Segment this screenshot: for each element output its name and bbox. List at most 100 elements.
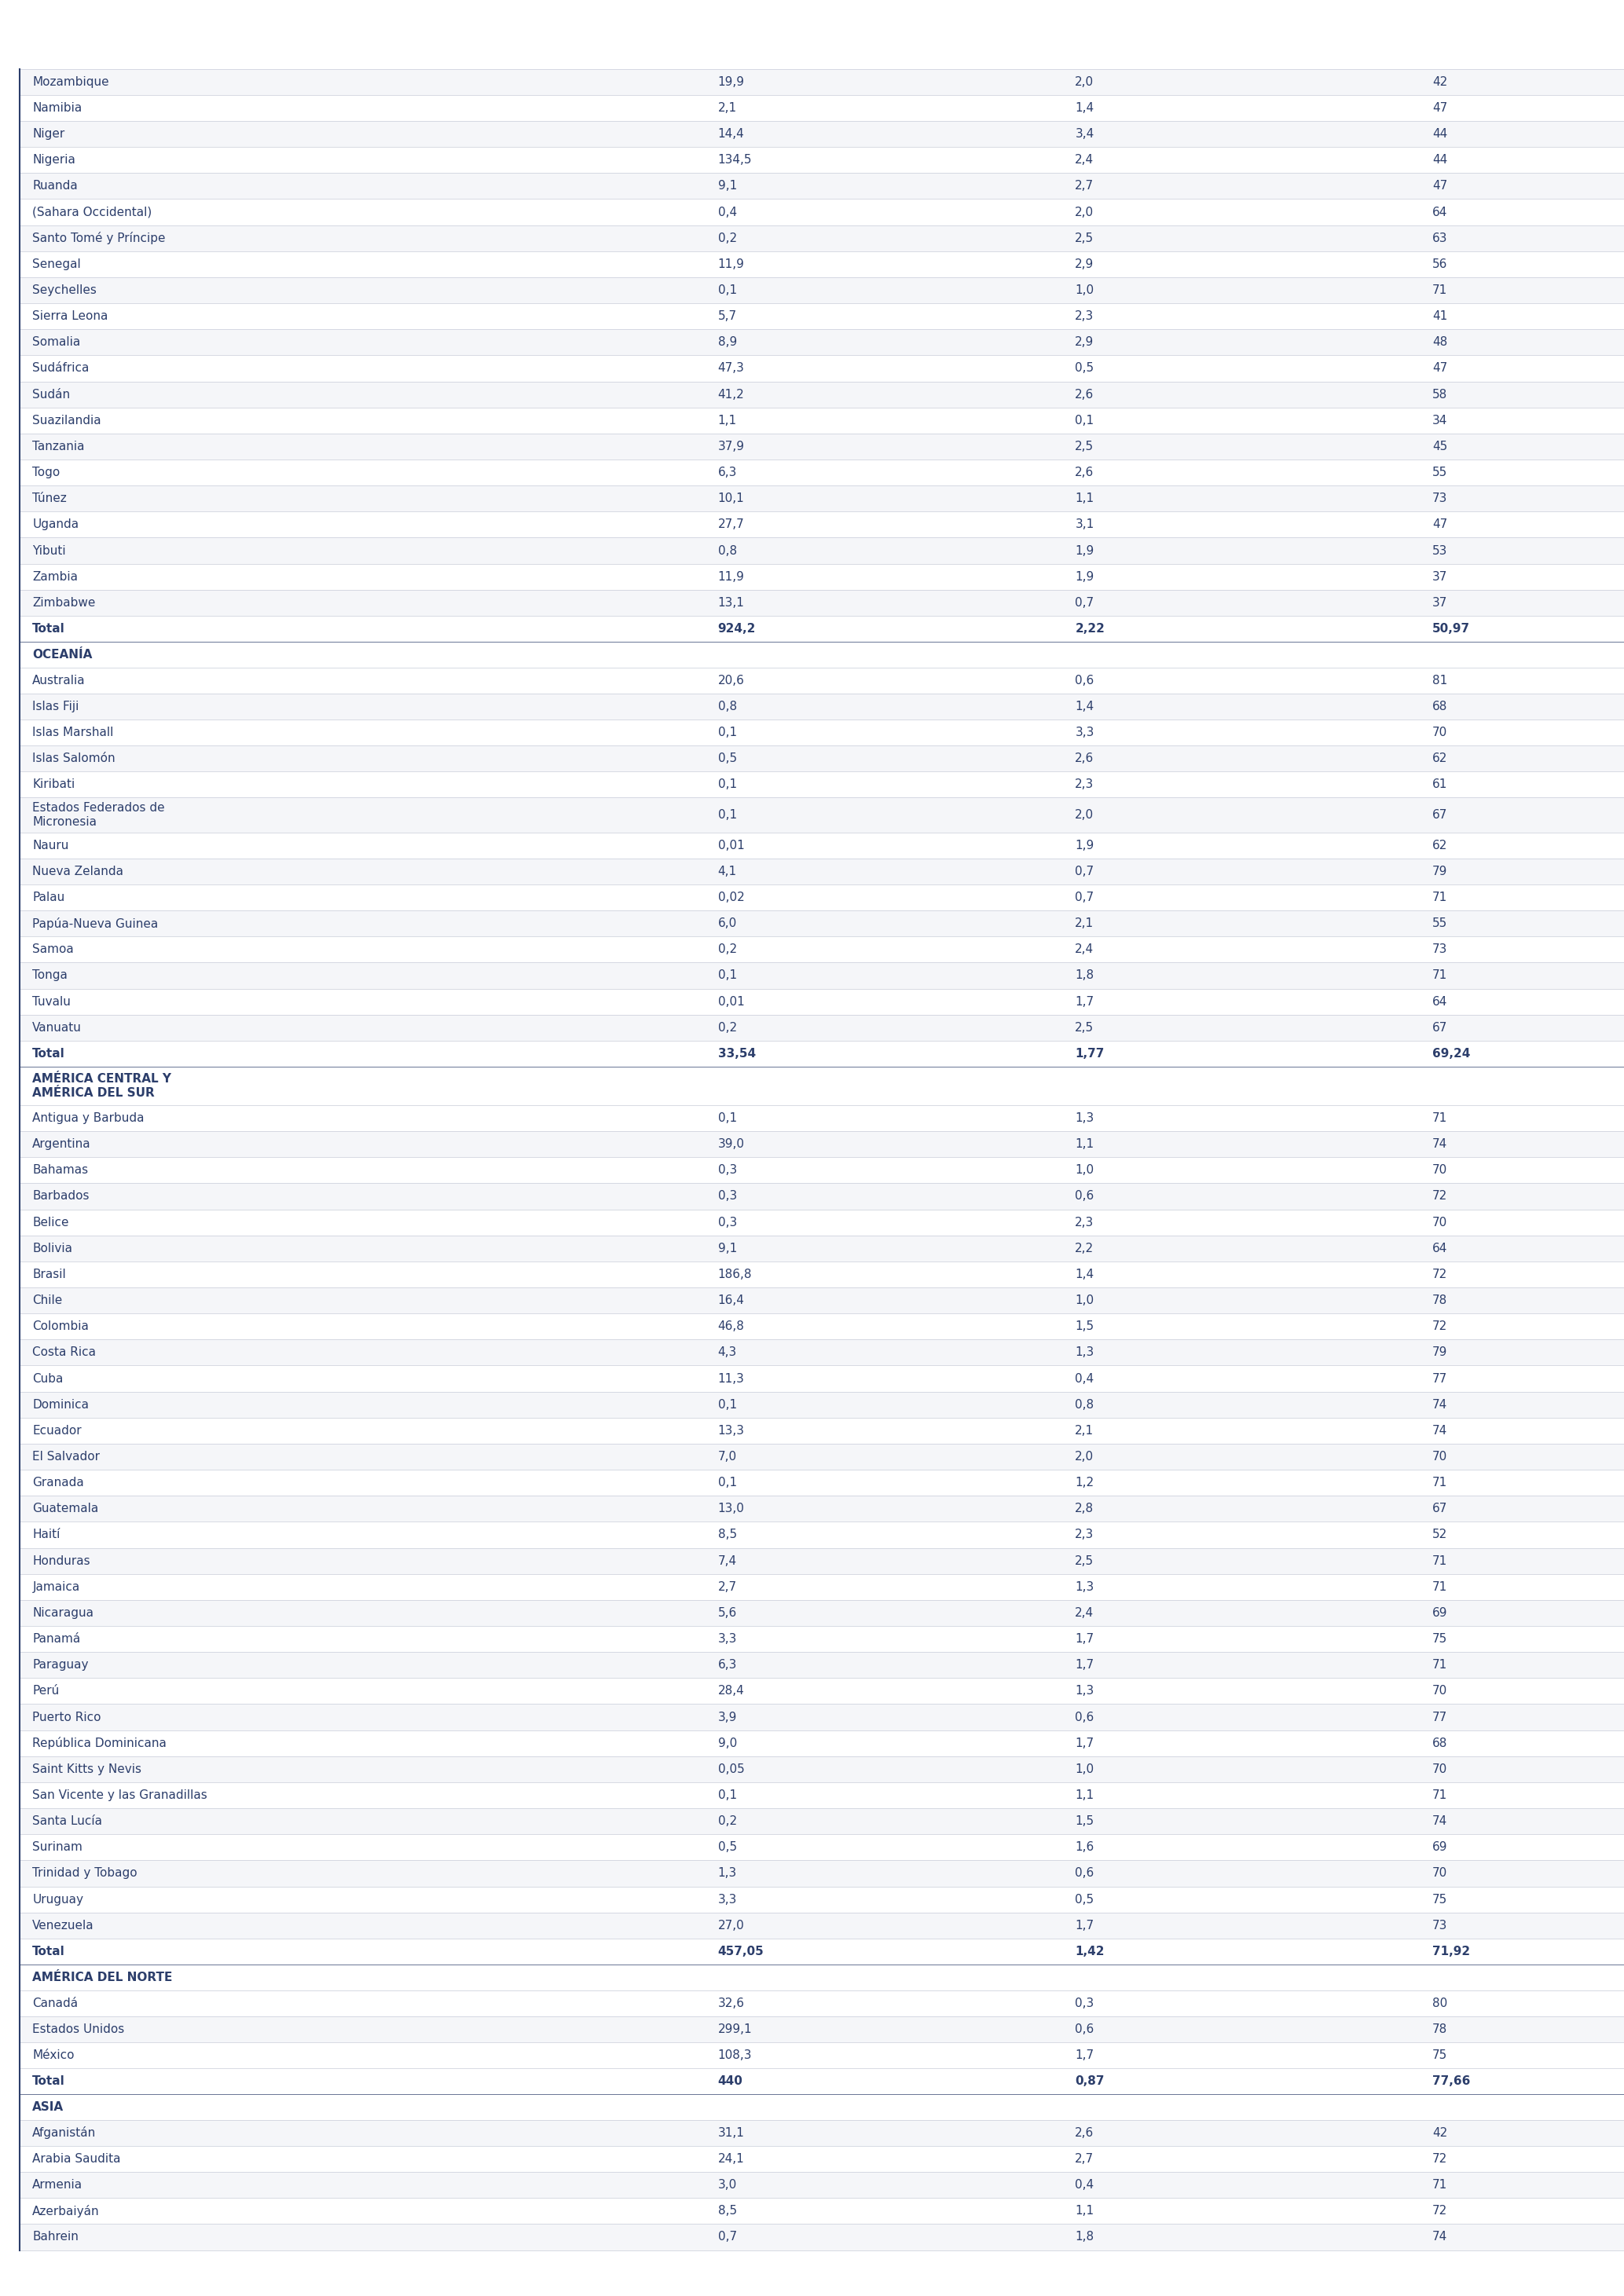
Text: Senegal: Senegal [32, 259, 81, 271]
Text: Ruanda: Ruanda [32, 179, 78, 193]
Text: 0,3: 0,3 [718, 1217, 737, 1228]
Bar [19, 1860, 1624, 1887]
Text: Bahrein: Bahrein [32, 2232, 78, 2243]
Text: 0,1: 0,1 [718, 1398, 737, 1410]
Text: Argentina: Argentina [32, 1139, 91, 1150]
Bar [19, 771, 1624, 797]
Text: AMÉRICA DEL NORTE: AMÉRICA DEL NORTE [32, 1972, 172, 1984]
Bar [19, 990, 1624, 1015]
Text: 47: 47 [1432, 519, 1447, 530]
Text: 61: 61 [1432, 778, 1447, 790]
Text: Mozambique: Mozambique [32, 76, 109, 87]
Text: 0,6: 0,6 [1075, 1189, 1095, 1203]
Text: 0,01: 0,01 [718, 840, 744, 852]
Text: 9,1: 9,1 [718, 1242, 737, 1254]
Text: 3,9: 3,9 [718, 1711, 737, 1722]
Text: 27,7: 27,7 [718, 519, 744, 530]
Text: 72: 72 [1432, 1320, 1447, 1332]
Text: Colombia: Colombia [32, 1320, 89, 1332]
Text: Australia: Australia [32, 675, 86, 687]
Text: Tonga: Tonga [32, 969, 68, 980]
Text: 4,3: 4,3 [718, 1348, 737, 1359]
Bar [19, 1339, 1624, 1366]
Text: 31,1: 31,1 [718, 2126, 744, 2140]
Bar [19, 1132, 1624, 1157]
Text: 71: 71 [1432, 1554, 1447, 1566]
Text: OCEANÍA: OCEANÍA [32, 650, 93, 661]
Bar [19, 962, 1624, 990]
Text: Canadá: Canadá [32, 1998, 78, 2009]
Text: Tanzania: Tanzania [32, 441, 84, 452]
Text: 2,5: 2,5 [1075, 232, 1095, 243]
Text: 1,7: 1,7 [1075, 1660, 1095, 1671]
Text: 19,9: 19,9 [718, 76, 744, 87]
Text: Estados Unidos: Estados Unidos [32, 2023, 125, 2034]
Text: 75: 75 [1432, 2050, 1447, 2062]
Text: 70: 70 [1432, 1164, 1447, 1176]
Bar [19, 1391, 1624, 1417]
Text: San Vicente y las Granadillas: San Vicente y las Granadillas [32, 1789, 208, 1800]
Text: 37,9: 37,9 [718, 441, 744, 452]
Text: 4,1: 4,1 [718, 866, 737, 877]
Text: 457,05: 457,05 [718, 1945, 763, 1958]
Text: 73: 73 [1432, 1919, 1447, 1931]
Text: 20,6: 20,6 [718, 675, 744, 687]
Bar [19, 1288, 1624, 1313]
Text: 75: 75 [1432, 1894, 1447, 1906]
Text: 45: 45 [1432, 441, 1447, 452]
Text: 71: 71 [1432, 1789, 1447, 1800]
Text: 71: 71 [1432, 969, 1447, 980]
Text: 11,9: 11,9 [718, 259, 744, 271]
Bar [19, 1182, 1624, 1210]
Text: 1,9: 1,9 [1075, 572, 1095, 583]
Bar [19, 1210, 1624, 1235]
Text: 5,7: 5,7 [718, 310, 737, 321]
Text: 0,1: 0,1 [718, 808, 737, 822]
Bar [19, 537, 1624, 565]
Bar [19, 590, 1624, 615]
Text: 55: 55 [1432, 918, 1447, 930]
Text: 72: 72 [1432, 2154, 1447, 2165]
Text: 0,6: 0,6 [1075, 1867, 1095, 1878]
Text: 134,5: 134,5 [718, 154, 752, 165]
Bar [19, 1548, 1624, 1573]
Text: Nicaragua: Nicaragua [32, 1607, 94, 1619]
Text: 2,0: 2,0 [1075, 207, 1095, 218]
Text: Chile: Chile [32, 1295, 63, 1306]
Bar [19, 719, 1624, 746]
Text: 72: 72 [1432, 1189, 1447, 1203]
Bar [19, 356, 1624, 381]
Text: 0,02: 0,02 [718, 891, 744, 902]
Text: 71: 71 [1432, 285, 1447, 296]
Text: 1,4: 1,4 [1075, 101, 1095, 115]
Text: 0,8: 0,8 [1075, 1398, 1095, 1410]
Bar [19, 1522, 1624, 1548]
Text: 0,01: 0,01 [718, 996, 744, 1008]
Bar [19, 303, 1624, 328]
Bar [19, 1600, 1624, 1626]
Bar [19, 94, 1624, 122]
Text: 47,3: 47,3 [718, 363, 744, 374]
Text: 71: 71 [1432, 1582, 1447, 1593]
Text: 67: 67 [1432, 1022, 1447, 1033]
Text: 69,24: 69,24 [1432, 1047, 1470, 1058]
Text: 1,8: 1,8 [1075, 969, 1095, 980]
Text: 0,2: 0,2 [718, 232, 737, 243]
Text: 8,5: 8,5 [718, 1529, 737, 1541]
Text: 1,0: 1,0 [1075, 1763, 1095, 1775]
Text: 72: 72 [1432, 2204, 1447, 2218]
Text: 1,1: 1,1 [1075, 1139, 1095, 1150]
Text: Costa Rica: Costa Rica [32, 1348, 96, 1359]
Text: Granada: Granada [32, 1476, 84, 1488]
Text: 299,1: 299,1 [718, 2023, 752, 2034]
Text: 1,9: 1,9 [1075, 840, 1095, 852]
Text: 3,4: 3,4 [1075, 129, 1095, 140]
Text: 1,1: 1,1 [1075, 494, 1095, 505]
Text: 0,1: 0,1 [718, 1111, 737, 1125]
Text: 1,1: 1,1 [718, 416, 737, 427]
Text: 47: 47 [1432, 101, 1447, 115]
Text: 1,2: 1,2 [1075, 1476, 1095, 1488]
Text: 1,77: 1,77 [1075, 1047, 1104, 1058]
Text: 2,22: 2,22 [1075, 622, 1104, 634]
Text: 3,0: 3,0 [718, 2179, 737, 2190]
